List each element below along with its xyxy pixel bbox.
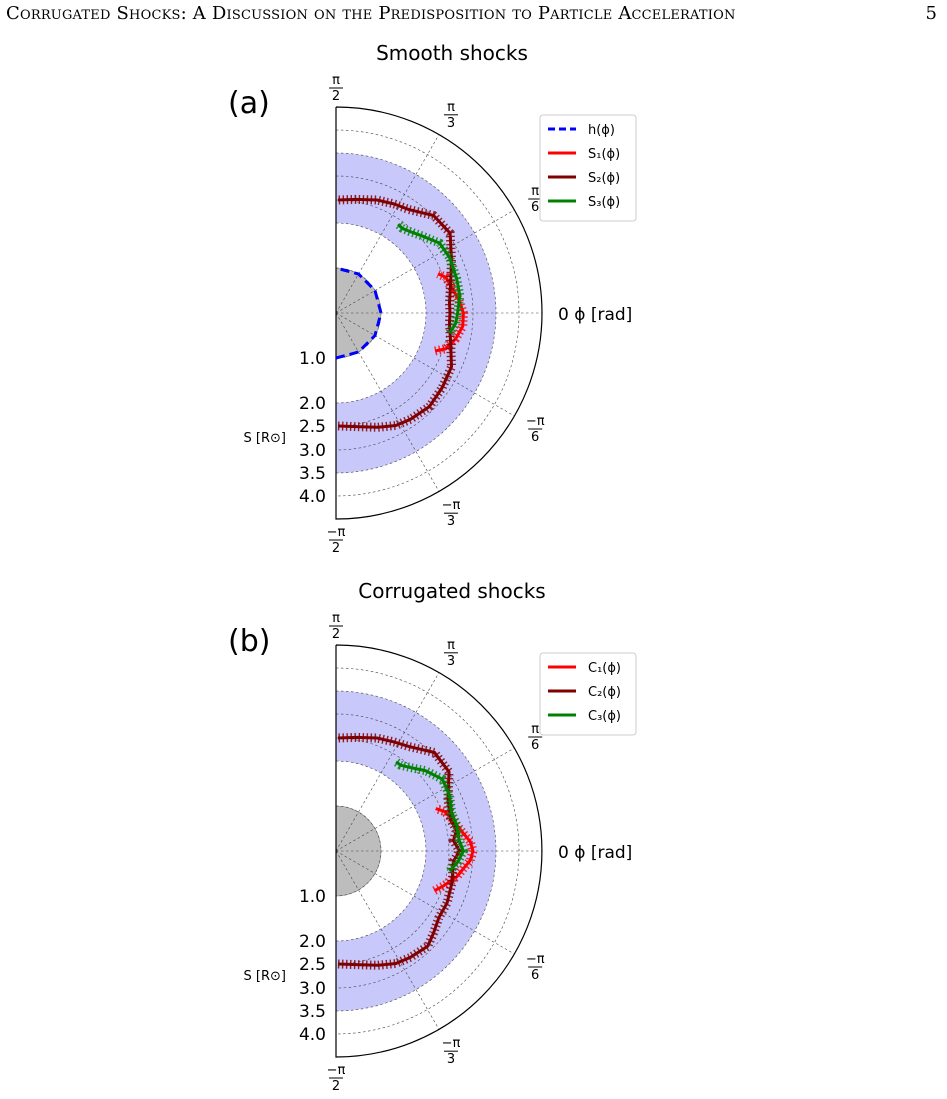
angle-tick-label: −π2 — [327, 1063, 346, 1094]
running-title: Corrugated Shocks: A Discussion on the P… — [6, 3, 736, 24]
angle-tick-label: −π2 — [327, 525, 346, 556]
angle-tick-label: −π6 — [526, 414, 545, 445]
legend-label: C₁(ϕ) — [588, 661, 621, 676]
legend-box — [539, 114, 637, 222]
figure-panel-b: Corrugated shocks (b) 1.0 2.0 2.5 3.0 3.5 4.0 S … — [228, 579, 637, 1094]
angle-tick-label: π2 — [329, 611, 343, 642]
grid-spoke — [335, 672, 440, 852]
angle-zero-label: 0 ϕ [rad] — [558, 305, 632, 325]
grid-spoke — [335, 312, 440, 492]
radial-tick-label: 2.0 — [299, 394, 326, 414]
polar-frame — [335, 106, 543, 520]
shaded-band — [336, 691, 496, 1011]
angle-tick-denominator: 6 — [531, 200, 539, 215]
series-line-2 — [395, 760, 466, 873]
angle-tick-denominator: 2 — [332, 89, 340, 104]
angle-tick-numerator: π — [332, 73, 340, 88]
angle-tick-label: π3 — [444, 638, 458, 669]
series-line-3 — [397, 223, 462, 334]
angle-tick-numerator: −π — [442, 1036, 461, 1051]
angle-tick-label: −π3 — [442, 498, 461, 529]
angle-tick-denominator: 6 — [531, 738, 539, 753]
angle-tick-numerator: −π — [327, 525, 346, 540]
angle-tick-numerator: π — [447, 100, 455, 115]
grid-spoke — [335, 747, 515, 852]
radial-tick-label: 1.0 — [299, 349, 326, 369]
angle-tick-denominator: 6 — [531, 968, 539, 983]
angle-tick-denominator: 3 — [447, 116, 455, 131]
angle-tick-numerator: π — [531, 184, 539, 199]
radial-tick-label: 3.5 — [299, 464, 326, 484]
figure-panel-a: Smooth shocks (a) 1.0 2.0 2.5 3.0 3.5 4.0 S [R⊙]… — [228, 41, 637, 556]
radial-tick-label: 3.0 — [299, 441, 326, 461]
angle-tick-numerator: π — [447, 638, 455, 653]
page-number: 5 — [925, 3, 937, 24]
radial-axis-label: S [R⊙] — [244, 431, 286, 446]
panel-title: Smooth shocks — [376, 41, 528, 65]
grid-spoke — [335, 850, 515, 955]
angle-tick-numerator: −π — [526, 414, 545, 429]
angle-tick-denominator: 6 — [531, 430, 539, 445]
shaded-band — [336, 153, 496, 473]
legend-label: C₂(ϕ) — [588, 685, 621, 700]
series-line-2 — [337, 197, 454, 429]
radial-tick-label: 4.0 — [299, 487, 326, 507]
legend-label: C₃(ϕ) — [588, 709, 621, 724]
angle-tick-denominator: 2 — [332, 1079, 340, 1094]
legend-label: S₁(ϕ) — [588, 147, 620, 162]
angle-tick-numerator: −π — [327, 1063, 346, 1078]
angle-zero-label: 0 ϕ [rad] — [558, 843, 632, 863]
legend-label: S₃(ϕ) — [588, 195, 620, 210]
angle-tick-label: −π3 — [442, 1036, 461, 1067]
angle-tick-label: π2 — [329, 73, 343, 104]
angle-tick-label: −π6 — [526, 952, 545, 983]
radial-tick-label: 3.0 — [299, 979, 326, 999]
legend-label: h(ϕ) — [588, 123, 615, 138]
angle-tick-denominator: 3 — [447, 1052, 455, 1067]
angle-tick-label: π6 — [528, 722, 543, 753]
grid-circle — [335, 667, 520, 1035]
series-line-0 — [335, 266, 383, 360]
angle-tick-denominator: 3 — [447, 654, 455, 669]
angle-tick-denominator: 2 — [332, 541, 340, 556]
grid-circle — [335, 129, 520, 497]
series-line-1 — [337, 735, 462, 967]
radial-axis-label: S [R⊙] — [244, 969, 286, 984]
grid-spoke — [335, 134, 440, 314]
angle-tick-numerator: π — [332, 611, 340, 626]
panel-label: (a) — [228, 86, 270, 121]
radial-tick-label: 2.5 — [299, 417, 326, 437]
radial-tick-label: 4.0 — [299, 1025, 326, 1045]
angle-tick-numerator: −π — [526, 952, 545, 967]
running-header: Corrugated Shocks: A Discussion on the P… — [0, 0, 947, 30]
angle-tick-label: π3 — [444, 100, 458, 131]
angle-tick-denominator: 2 — [332, 627, 340, 642]
angle-tick-numerator: −π — [442, 498, 461, 513]
legend-label: S₂(ϕ) — [588, 171, 620, 186]
panel-label: (b) — [228, 624, 270, 659]
panel-title: Corrugated shocks — [358, 579, 545, 603]
grid-spoke — [335, 312, 515, 417]
grid-spoke — [335, 209, 515, 314]
radial-tick-label: 2.5 — [299, 955, 326, 975]
grid-spoke — [335, 850, 440, 1030]
radial-tick-label: 1.0 — [299, 887, 326, 907]
grid-circle — [335, 737, 450, 965]
radial-tick-label: 2.0 — [299, 932, 326, 952]
radial-tick-label: 3.5 — [299, 1002, 326, 1022]
angle-tick-denominator: 3 — [447, 514, 455, 529]
angle-tick-numerator: π — [531, 722, 539, 737]
polar-frame — [335, 644, 543, 1058]
